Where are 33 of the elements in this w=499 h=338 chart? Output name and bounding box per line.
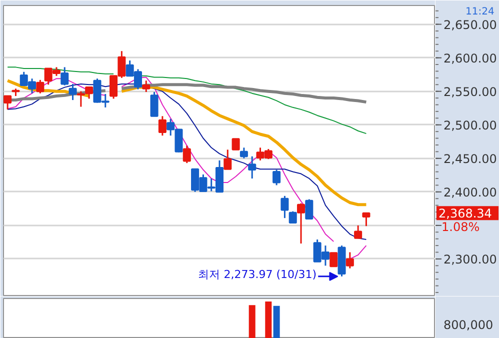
text: 1.08% [442,220,480,234]
candlestick [346,251,354,270]
candlestick [305,198,314,220]
candlestick [224,148,232,170]
y-tick-label: 2,650.00 [444,18,497,32]
candlestick [232,138,240,150]
candlestick [248,156,256,180]
y-tick-label: 2,450.00 [444,152,497,166]
y-tick-label: 2,300.00 [444,252,497,266]
text: 800,000 [444,318,494,332]
candlestick [182,144,191,164]
y-tick-label: 2,600.00 [444,51,497,66]
candlestick [150,91,158,117]
candlestick [158,115,166,136]
candlestick [362,212,370,227]
candlestick [272,169,281,186]
candlestick [60,66,69,86]
candlestick [354,224,362,239]
candlestick [280,195,289,219]
candlestick [330,252,338,268]
y-tick-label: 2,550.00 [444,84,497,99]
y-tick-label: 2,400.00 [444,185,497,200]
candlestick [36,79,44,94]
candlestick [68,83,77,101]
candlestick [4,95,12,110]
candlestick [288,210,297,224]
candlestick [297,202,306,244]
candlestick [240,146,248,160]
text: 11:24 [466,6,494,18]
text: 2,368.34 [438,206,492,221]
annotation: 최저 2,273.97 (10/31) [198,268,316,281]
y-tick-label: 2,500.00 [444,118,497,132]
candlestick [142,80,150,93]
